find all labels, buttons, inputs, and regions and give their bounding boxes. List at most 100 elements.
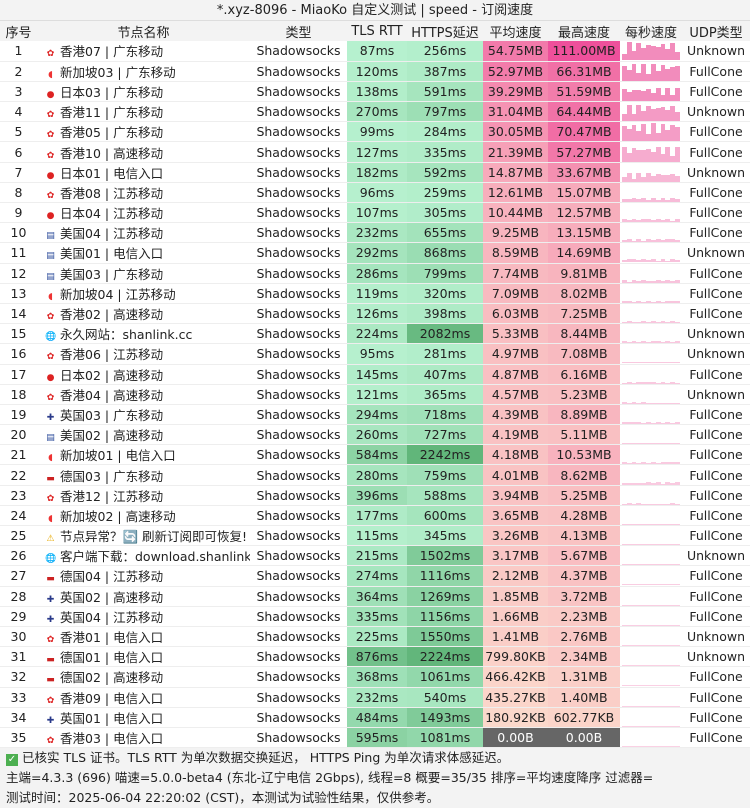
- table-row[interactable]: 4 ✿ 香港11 | 广东移动 Shadowsocks 270ms 797ms 31.04M…: [0, 101, 750, 123]
- flag-hk-icon: ✿: [46, 312, 55, 323]
- flag-de-icon: ▬: [46, 675, 55, 686]
- sparkline-bar: [626, 300, 632, 303]
- flag-uk-icon: ✚: [46, 715, 55, 726]
- table-row[interactable]: 26🌐客户端下载：download.shanlink.xyzShadowsock…: [0, 545, 750, 567]
- row-index: 35: [0, 727, 37, 749]
- table-row[interactable]: 20 ▤ 美国02 | 高速移动 Shadowsocks 260ms 727ms 4.19M…: [0, 424, 750, 446]
- column-header[interactable]: 类型: [250, 21, 347, 41]
- footer-note: 已核实 TLS 证书。TLS RTT 为单次数据交换延迟， HTTPS Ping…: [22, 750, 510, 766]
- table-row[interactable]: 22 ▬ 德国03 | 广东移动 Shadowsocks 280ms 759ms 4.01M…: [0, 464, 750, 486]
- table-row[interactable]: 8 ✿ 香港08 | 江苏移动 Shadowsocks 96ms 259ms 12.61MB…: [0, 182, 750, 204]
- table-row[interactable]: 21 ◖ 新加坡01 | 电信入口 Shadowsocks 584ms 2242ms 4.1…: [0, 444, 750, 466]
- node-type: Shadowsocks: [250, 121, 347, 143]
- table-row[interactable]: 7 ● 日本01 | 电信入口 Shadowsocks 182ms 592ms 14.87M…: [0, 162, 750, 183]
- sparkline-bar: [641, 280, 647, 283]
- avg-speed: 3.65MB: [483, 505, 548, 527]
- tls-rtt: 120ms: [347, 61, 407, 82]
- table-row[interactable]: 31 ▬ 德国01 | 电信入口 Shadowsocks 876ms 2224ms 799.…: [0, 646, 750, 668]
- udp-type: FullCone: [682, 485, 750, 506]
- sparkline-bar: [675, 645, 680, 646]
- sparkline-bar: [646, 148, 651, 162]
- table-row[interactable]: 15 🌐 永久网站：shanlink.cc Shadowsocks 224ms 2082m…: [0, 323, 750, 345]
- node-type: Shadowsocks: [250, 141, 347, 163]
- table-row[interactable]: 18 ✿ 香港04 | 高速移动 Shadowsocks 121ms 365ms 4.57M…: [0, 384, 750, 405]
- table-row[interactable]: 27 ▬ 德国04 | 江苏移动 Shadowsocks 274ms 1116ms 2.12…: [0, 565, 750, 587]
- sparkline-bar: [641, 321, 647, 323]
- table-row[interactable]: 35 ✿ 香港03 | 电信入口 Shadowsocks 595ms 1081ms 0.00…: [0, 727, 750, 749]
- sparkline-bar: [650, 685, 656, 686]
- sparkline-bar: [631, 402, 637, 404]
- table-row[interactable]: 5 ✿ 香港05 | 广东移动 Shadowsocks 99ms 284ms 30.05MB…: [0, 121, 750, 143]
- node-type: Shadowsocks: [250, 626, 347, 648]
- tls-rtt: 215ms: [347, 545, 407, 567]
- table-row[interactable]: 24 ◖ 新加坡02 | 高速移动 Shadowsocks 177ms 600ms 3.65…: [0, 505, 750, 527]
- sparkline-bar: [631, 461, 637, 464]
- max-speed: 33.67MB: [548, 162, 620, 183]
- table-row[interactable]: 2 ◖ 新加坡03 | 广东移动 Shadowsocks 120ms 387ms 52.97…: [0, 61, 750, 82]
- table-row[interactable]: 12 ▤ 美国03 | 广东移动 Shadowsocks 286ms 799ms 7.74M…: [0, 263, 750, 284]
- table-row[interactable]: 9 ● 日本04 | 江苏移动 Shadowsocks 107ms 305ms 10.44M…: [0, 202, 750, 224]
- table-row[interactable]: 10 ▤ 美国04 | 江苏移动 Shadowsocks 232ms 655ms 9.25M…: [0, 222, 750, 244]
- column-header[interactable]: TLS RTT: [347, 21, 407, 41]
- sparkline-bar: [660, 422, 666, 424]
- column-header[interactable]: 每秒速度: [620, 21, 682, 41]
- table-row[interactable]: 13 ◖ 新加坡04 | 江苏移动 Shadowsocks 119ms 320ms 7.09…: [0, 283, 750, 304]
- sparkline-bar: [646, 260, 651, 263]
- column-header[interactable]: 平均速度: [483, 21, 548, 41]
- table-row[interactable]: 30 ✿ 香港01 | 电信入口 Shadowsocks 225ms 1550ms 1.41…: [0, 626, 750, 648]
- tls-rtt: 182ms: [347, 162, 407, 183]
- table-row[interactable]: 3 ● 日本03 | 广东移动 Shadowsocks 138ms 591ms 39.29M…: [0, 81, 750, 103]
- sparkline-bar: [660, 523, 666, 525]
- speed-sparkline: [620, 81, 682, 103]
- speed-sparkline: [620, 404, 682, 426]
- sparkline-bar: [636, 725, 642, 727]
- sparkline-bar: [650, 382, 656, 384]
- results-table: 序号 节点名称 类型 TLS RTT HTTPS延迟 平均速度 最高速度 每秒速度 UDP类型 …: [0, 21, 750, 749]
- node-type: Shadowsocks: [250, 727, 347, 749]
- sparkline-bar: [641, 584, 647, 586]
- table-row[interactable]: 33 ✿ 香港09 | 电信入口 Shadowsocks 232ms 540ms 435.2…: [0, 687, 750, 708]
- column-header[interactable]: 节点名称: [37, 21, 250, 41]
- sparkline-bar: [631, 443, 637, 444]
- flag-us-icon: ▤: [46, 271, 55, 282]
- node-type: Shadowsocks: [250, 162, 347, 183]
- sparkline-bar: [626, 665, 632, 666]
- table-row[interactable]: 16 ✿ 香港06 | 江苏移动 Shadowsocks 95ms 281ms 4.97MB…: [0, 343, 750, 365]
- sparkline-bar: [646, 44, 651, 61]
- sparkline-bar: [626, 104, 632, 121]
- sparkline-bar: [650, 645, 656, 646]
- speed-sparkline: [620, 424, 682, 446]
- node-type: Shadowsocks: [250, 505, 347, 527]
- table-row[interactable]: 14 ✿ 香港02 | 高速移动 Shadowsocks 126ms 398ms 6.03M…: [0, 303, 750, 325]
- column-header[interactable]: HTTPS延迟: [407, 21, 483, 41]
- table-row[interactable]: 29 ✚ 英国04 | 江苏移动 Shadowsocks 335ms 1156ms 1.66…: [0, 606, 750, 627]
- sparkline-bar: [641, 745, 647, 747]
- table-row[interactable]: 23 ✿ 香港12 | 江苏移动 Shadowsocks 396ms 588ms 3.94M…: [0, 485, 750, 506]
- table-row[interactable]: 28 ✚ 英国02 | 高速移动 Shadowsocks 364ms 1269ms 1.85…: [0, 586, 750, 607]
- table-row[interactable]: 1 ✿ 香港07 | 广东移动 Shadowsocks 87ms 256ms 54.75MB…: [0, 41, 750, 62]
- table-row[interactable]: 19 ✚ 英国03 | 广东移动 Shadowsocks 294ms 718ms 4.39M…: [0, 404, 750, 426]
- table-row[interactable]: 11 ▤ 美国01 | 电信入口 Shadowsocks 292ms 868ms 8.59M…: [0, 242, 750, 264]
- row-index: 5: [0, 121, 37, 143]
- udp-type: Unknown: [682, 242, 750, 264]
- table-row[interactable]: 25 ⚠ 节点异常？🔄 刷新订阅即可恢复! Shadowsocks 115ms 345ms…: [0, 525, 750, 547]
- table-row[interactable]: 17 ● 日本02 | 高速移动 Shadowsocks 145ms 407ms 4.87M…: [0, 364, 750, 385]
- table-row[interactable]: 34 ✚ 英国01 | 电信入口 Shadowsocks 484ms 1493ms 180.…: [0, 707, 750, 728]
- flag-sg-icon: ◖: [48, 69, 53, 80]
- column-header[interactable]: 序号: [0, 21, 37, 41]
- sparkline-bar: [636, 382, 642, 384]
- column-header[interactable]: 最高速度: [548, 21, 620, 41]
- column-header[interactable]: UDP类型: [682, 21, 750, 41]
- sparkline-bar: [675, 482, 680, 485]
- table-row[interactable]: 6 ✿ 香港10 | 高速移动 Shadowsocks 127ms 335ms 21.39M…: [0, 141, 750, 163]
- sparkline-bar: [641, 362, 647, 363]
- tls-rtt: 286ms: [347, 263, 407, 284]
- sparkline-bar: [641, 91, 647, 101]
- table-row[interactable]: 32 ▬ 德国02 | 高速移动 Shadowsocks 368ms 1061ms 466.…: [0, 666, 750, 688]
- speed-sparkline: [620, 646, 682, 668]
- tls-rtt: 127ms: [347, 141, 407, 163]
- max-speed: 13.15MB: [548, 222, 620, 244]
- https-latency: 600ms: [407, 505, 483, 527]
- sparkline-bar: [622, 645, 627, 646]
- sparkline-bar: [622, 523, 627, 525]
